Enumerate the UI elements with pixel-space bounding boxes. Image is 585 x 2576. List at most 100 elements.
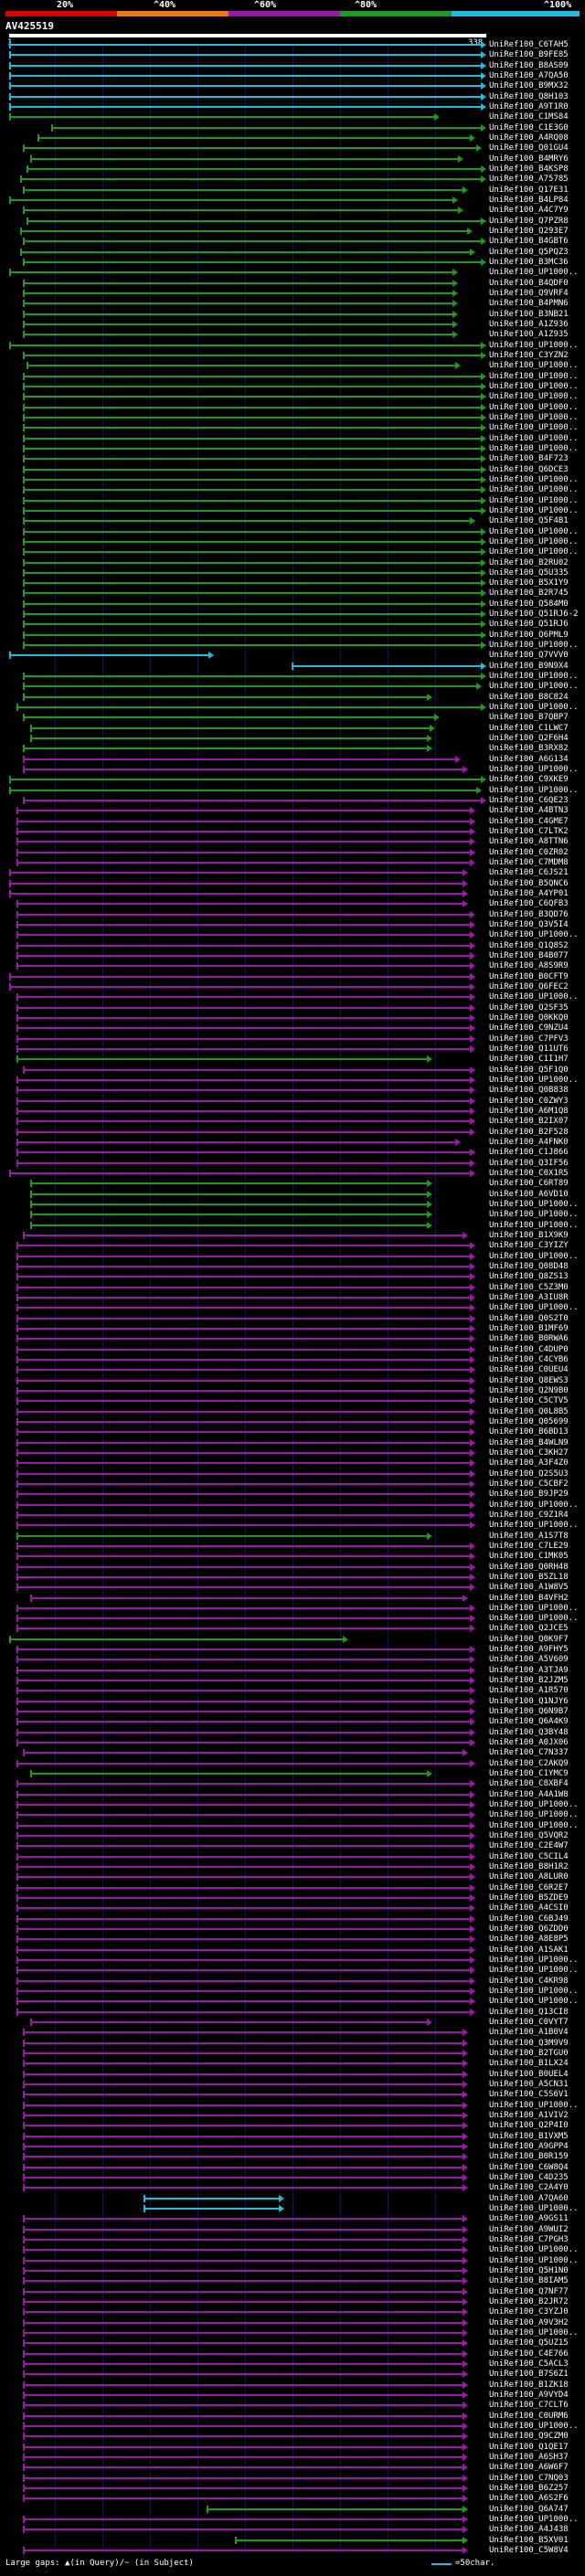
hit-alignment-bar[interactable]: [16, 706, 482, 709]
hit-alignment-bar[interactable]: [16, 1606, 471, 1609]
hit-label-link[interactable]: UniRef100_B7QBP7: [489, 713, 569, 723]
hit-label-link[interactable]: UniRef100_Q0RH48: [489, 1562, 569, 1572]
hit-label-link[interactable]: UniRef100_Q5F4B1: [489, 516, 569, 526]
hit-label-link[interactable]: UniRef100_B4PMN6: [489, 299, 569, 309]
hit-alignment-bar[interactable]: [143, 2197, 281, 2200]
hit-alignment-bar[interactable]: [23, 2424, 463, 2427]
hit-label-link[interactable]: UniRef100_A8S9R9: [489, 961, 569, 971]
hit-label-link[interactable]: UniRef100_C1LWC7: [489, 723, 569, 733]
hit-label-link[interactable]: UniRef100_B4F723: [489, 454, 569, 464]
hit-label-link[interactable]: UniRef100_B4LP84: [489, 195, 569, 205]
hit-label-link[interactable]: UniRef100_B4MRY6: [489, 154, 569, 164]
hit-label-link[interactable]: UniRef100_B9MX32: [489, 81, 569, 91]
hit-label-link[interactable]: UniRef100_B6Z257: [489, 2483, 569, 2493]
hit-label-link[interactable]: UniRef100_C0UEU4: [489, 1365, 569, 1375]
hit-label-link[interactable]: UniRef100_B4QDF0: [489, 278, 569, 288]
hit-alignment-bar[interactable]: [23, 406, 482, 408]
hit-label-link[interactable]: UniRef100_B2RU02: [489, 557, 569, 567]
hit-alignment-bar[interactable]: [20, 178, 482, 181]
hit-alignment-bar[interactable]: [23, 2083, 463, 2085]
hit-label-link[interactable]: UniRef100_B1MF69: [489, 1323, 569, 1333]
hit-alignment-bar[interactable]: [291, 664, 482, 667]
hit-label-link[interactable]: UniRef100_C7CLT6: [489, 2401, 569, 2411]
hit-label-link[interactable]: UniRef100_C4DUP0: [489, 1344, 569, 1354]
hit-alignment-bar[interactable]: [23, 2290, 463, 2293]
hit-label-link[interactable]: UniRef100_Q0KKQ0: [489, 1013, 569, 1023]
hit-alignment-bar[interactable]: [16, 1565, 471, 1568]
hit-alignment-bar[interactable]: [16, 1255, 471, 1257]
hit-alignment-bar[interactable]: [9, 74, 482, 77]
hit-alignment-bar[interactable]: [16, 1907, 471, 1910]
hit-alignment-bar[interactable]: [16, 2000, 471, 2003]
hit-alignment-bar[interactable]: [23, 1234, 463, 1236]
hit-alignment-bar[interactable]: [23, 323, 454, 325]
hit-alignment-bar[interactable]: [23, 2311, 463, 2314]
hit-alignment-bar[interactable]: [16, 1690, 471, 1692]
hit-alignment-bar[interactable]: [16, 1534, 429, 1537]
hit-label-link[interactable]: UniRef100_C2AKQ9: [489, 1758, 569, 1768]
hit-label-link[interactable]: UniRef100_UP1000..: [489, 433, 579, 443]
hit-alignment-bar[interactable]: [9, 779, 482, 781]
hit-label-link[interactable]: UniRef100_A9GPP4: [489, 2141, 569, 2151]
hit-alignment-bar[interactable]: [23, 302, 454, 305]
hit-label-link[interactable]: UniRef100_A6W6F7: [489, 2463, 569, 2473]
hit-alignment-bar[interactable]: [23, 2518, 463, 2520]
hit-label-link[interactable]: UniRef100_C6JS21: [489, 868, 569, 878]
hit-alignment-bar[interactable]: [16, 1462, 471, 1465]
hit-alignment-bar[interactable]: [23, 478, 482, 481]
hit-alignment-bar[interactable]: [20, 229, 468, 232]
hit-label-link[interactable]: UniRef100_C3YZN2: [489, 350, 569, 360]
hit-label-link[interactable]: UniRef100_A6VD10: [489, 1189, 569, 1199]
hit-alignment-bar[interactable]: [23, 2435, 463, 2438]
hit-alignment-bar[interactable]: [16, 1804, 471, 1807]
hit-alignment-bar[interactable]: [16, 1245, 471, 1247]
hit-label-link[interactable]: UniRef100_C3YIZY: [489, 1241, 569, 1251]
hit-alignment-bar[interactable]: [23, 2166, 463, 2168]
hit-alignment-bar[interactable]: [16, 1338, 471, 1341]
hit-label-link[interactable]: UniRef100_Q5VQR2: [489, 1831, 569, 1841]
hit-alignment-bar[interactable]: [30, 1773, 429, 1776]
hit-label-link[interactable]: UniRef100_UP1000..: [489, 682, 579, 692]
hit-alignment-bar[interactable]: [23, 260, 482, 263]
hit-label-link[interactable]: UniRef100_B3RX82: [489, 744, 569, 754]
hit-label-link[interactable]: UniRef100_UP1000..: [489, 526, 579, 536]
hit-label-link[interactable]: UniRef100_A3IU8R: [489, 1292, 569, 1302]
hit-alignment-bar[interactable]: [26, 167, 482, 170]
hit-alignment-bar[interactable]: [23, 2331, 463, 2334]
hit-label-link[interactable]: UniRef100_C6TAH5: [489, 40, 569, 49]
hit-label-link[interactable]: UniRef100_B8AS09: [489, 60, 569, 70]
hit-label-link[interactable]: UniRef100_B3NB21: [489, 309, 569, 319]
hit-alignment-bar[interactable]: [23, 2342, 463, 2345]
hit-label-link[interactable]: UniRef100_Q3IF56: [489, 1158, 569, 1168]
hit-label-link[interactable]: UniRef100_C3KH27: [489, 1447, 569, 1458]
hit-alignment-bar[interactable]: [23, 2373, 463, 2376]
hit-label-link[interactable]: UniRef100_Q51RJ6-2: [489, 610, 579, 620]
hit-alignment-bar[interactable]: [16, 1814, 471, 1817]
hit-alignment-bar[interactable]: [16, 1420, 471, 1423]
hit-alignment-bar[interactable]: [16, 1959, 471, 1962]
hit-alignment-bar[interactable]: [9, 54, 482, 57]
hit-alignment-bar[interactable]: [16, 1762, 471, 1765]
hit-label-link[interactable]: UniRef100_C6W8Q4: [489, 2162, 569, 2172]
hit-label-link[interactable]: UniRef100_B1ZK18: [489, 2380, 569, 2390]
hit-label-link[interactable]: UniRef100_C6R2E7: [489, 1882, 569, 1892]
hit-alignment-bar[interactable]: [23, 2228, 463, 2231]
hit-label-link[interactable]: UniRef100_A1R570: [489, 1686, 569, 1696]
hit-label-link[interactable]: UniRef100_UP1000..: [489, 2203, 579, 2213]
hit-alignment-bar[interactable]: [16, 1938, 471, 1941]
hit-label-link[interactable]: UniRef100_C1I1H7: [489, 1055, 569, 1065]
hit-alignment-bar[interactable]: [16, 1524, 471, 1527]
hit-label-link[interactable]: UniRef100_B8C824: [489, 692, 569, 702]
hit-alignment-bar[interactable]: [23, 281, 454, 284]
hit-label-link[interactable]: UniRef100_B6BD13: [489, 1427, 569, 1437]
hit-label-link[interactable]: UniRef100_A1VIV2: [489, 2111, 569, 2120]
hit-label-link[interactable]: UniRef100_Q05699: [489, 1416, 569, 1426]
hit-alignment-bar[interactable]: [23, 747, 429, 750]
hit-label-link[interactable]: UniRef100_C4CYB6: [489, 1354, 569, 1364]
hit-alignment-bar[interactable]: [16, 1327, 471, 1330]
hit-label-link[interactable]: UniRef100_B5XV01: [489, 2535, 569, 2545]
hit-label-link[interactable]: UniRef100_A1SAK1: [489, 1945, 569, 1955]
hit-label-link[interactable]: UniRef100_C6RT89: [489, 1179, 569, 1189]
hit-alignment-bar[interactable]: [23, 695, 429, 698]
hit-alignment-bar[interactable]: [26, 365, 457, 367]
